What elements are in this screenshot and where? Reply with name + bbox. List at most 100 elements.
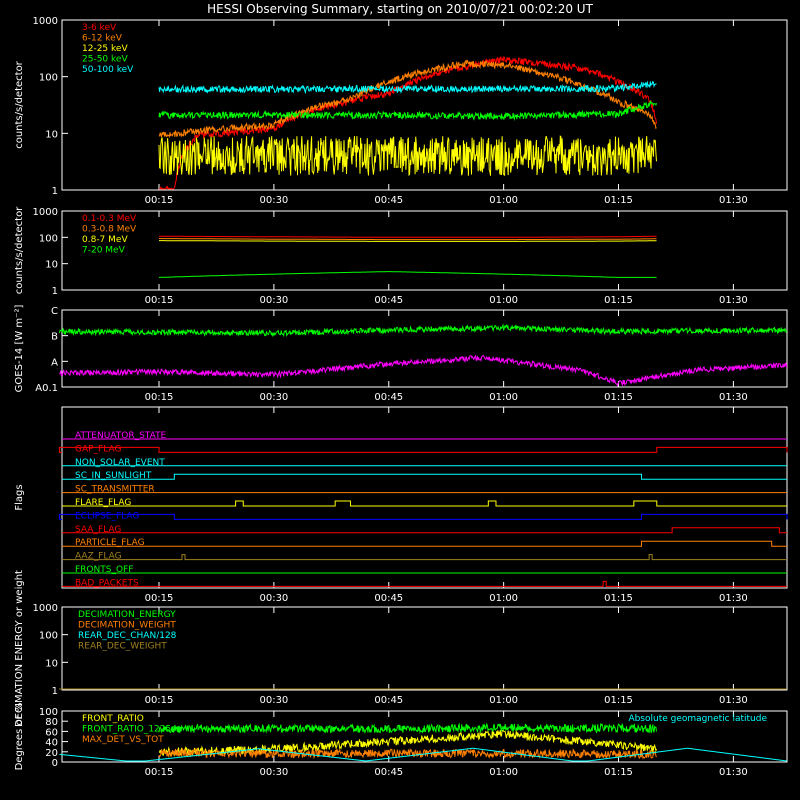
flag-label: FLARE_FLAG	[75, 498, 131, 508]
y-tick-label: 20	[45, 748, 58, 759]
legend-entry: FRONT_RATIO_1225	[82, 725, 171, 735]
flag-label: SC_IN_SUNLIGHT	[75, 471, 152, 481]
series-line	[159, 238, 657, 241]
flag-line	[62, 540, 787, 547]
flag-line	[58, 446, 788, 453]
flag-label: GAP_FLAG	[75, 444, 121, 454]
y-axis-label: GOES-14 [W m⁻²]	[14, 305, 25, 393]
flag-label: AAZ_FLAG	[75, 552, 122, 562]
series-line	[159, 240, 657, 242]
x-tick-label: 00:30	[259, 767, 288, 778]
series-group	[59, 722, 787, 762]
y-tick-label: 1	[52, 286, 58, 297]
series-line	[158, 99, 657, 122]
panel-frame	[61, 309, 788, 388]
x-tick-label: 00:45	[374, 295, 403, 306]
flag-label: NON_SOLAR_EVENT	[75, 458, 165, 468]
legend-entry: DECIMATION_ENERGY	[78, 610, 176, 620]
y-tick-label: 1	[52, 186, 58, 197]
series-group	[58, 323, 788, 388]
series-line	[158, 59, 657, 139]
panel-6: 00:15 00:30 00:45 01:00 01:15 01:30 Degrees or…	[14, 703, 788, 778]
y-tick-label: 40	[45, 738, 58, 749]
flag-label: ATTENUATOR_STATE	[75, 431, 167, 441]
x-tick-label: 01:30	[719, 195, 748, 206]
x-tick-label: 00:15	[145, 695, 174, 706]
legend-entry: MAX_DET_VS_TOT	[82, 735, 164, 745]
y-axis-label: counts/s/detector	[14, 206, 25, 294]
x-tick-label: 01:00	[489, 593, 518, 604]
y-tick-label: 10	[45, 129, 58, 140]
y-tick-label: 60	[45, 727, 58, 738]
x-tick-label: 01:15	[604, 195, 633, 206]
panel-frame	[61, 19, 788, 191]
x-tick-label: 01:30	[719, 295, 748, 306]
series-line	[59, 747, 787, 762]
flag-label: BAD_PACKETS	[75, 578, 139, 588]
y-tick-label: 100	[39, 233, 58, 244]
chart-title: HESSI Observing Summary, starting on 201…	[207, 2, 593, 16]
flag-label: FRONTS_OFF	[75, 565, 133, 575]
x-tick-label: 01:30	[719, 767, 748, 778]
y-axis-label: Degrees or %	[14, 703, 25, 771]
flag-line	[58, 513, 788, 520]
series-group	[158, 55, 657, 190]
flag-line	[62, 554, 787, 561]
flag-line	[62, 580, 787, 587]
legend-entry: REAR_DEC_CHAN/128	[78, 631, 177, 641]
panel-frame	[61, 606, 788, 691]
y-axis-label: Flags	[14, 484, 25, 510]
x-tick-label: 00:30	[259, 295, 288, 306]
x-tick-label: 01:15	[604, 695, 633, 706]
y-tick-label: 100	[39, 707, 58, 718]
panel-1: 00:15 00:30 00:45 01:00 01:15 01:30 counts/s/d…	[14, 16, 788, 206]
x-tick-label: 00:45	[374, 695, 403, 706]
x-tick-label: 01:15	[604, 392, 633, 403]
x-tick-label: 00:15	[145, 195, 174, 206]
legend-entry: FRONT_RATIO	[82, 714, 144, 724]
flag-label: SC_TRANSMITTER	[75, 485, 155, 495]
x-tick-label: 01:00	[489, 295, 518, 306]
x-tick-label: 00:30	[259, 195, 288, 206]
panel-2: 00:15 00:30 00:45 01:00 01:15 01:30 counts/s/d…	[14, 206, 788, 306]
series-line	[159, 271, 657, 278]
flag-label: SAA_FLAG	[75, 525, 121, 535]
panel-frame	[61, 710, 788, 763]
y-tick-label: 80	[45, 717, 58, 728]
panel-5: 00:15 00:30 00:45 01:00 01:15 01:30 DECIMATION…	[14, 570, 788, 727]
y-tick-label: 1000	[33, 16, 58, 27]
flag-line	[62, 527, 787, 534]
legend-entry: 3-6 keV	[82, 23, 117, 33]
legend-entry: 0.3-0.8 MeV	[82, 225, 137, 235]
series-line	[158, 747, 657, 760]
y-tick-label: C	[51, 306, 58, 317]
legend-entry: REAR_DEC_WEIGHT	[78, 642, 167, 652]
x-tick-label: 00:45	[374, 767, 403, 778]
legend-entry: 0.1-0.3 MeV	[82, 214, 137, 224]
series-line	[58, 323, 788, 338]
x-tick-label: 01:30	[719, 593, 748, 604]
x-tick-label: 01:15	[604, 295, 633, 306]
series-line	[159, 235, 657, 238]
x-tick-label: 00:15	[145, 295, 174, 306]
y-tick-label: 10	[45, 658, 58, 669]
x-tick-label: 00:30	[259, 392, 288, 403]
y-tick-label: 1000	[33, 603, 58, 614]
y-tick-label: 1	[52, 686, 58, 697]
legend-entry: 0.8-7 MeV	[82, 235, 128, 245]
y-tick-label: 100	[39, 631, 58, 642]
x-tick-label: 01:15	[604, 767, 633, 778]
x-tick-label: 00:45	[374, 392, 403, 403]
x-tick-label: 01:00	[489, 695, 518, 706]
panel-frame	[61, 210, 788, 291]
x-tick-label: 01:30	[719, 392, 748, 403]
annotation-label: Absolute geomagnetic latitude	[628, 714, 767, 724]
legend-entry: DECIMATION_WEIGHT	[78, 621, 176, 631]
series-line	[159, 55, 657, 190]
x-tick-label: 00:15	[145, 767, 174, 778]
x-tick-label: 01:15	[604, 593, 633, 604]
x-tick-label: 00:45	[374, 593, 403, 604]
y-tick-label: A	[51, 357, 58, 368]
flag-label: ECLIPSE_FLAG	[75, 511, 139, 521]
